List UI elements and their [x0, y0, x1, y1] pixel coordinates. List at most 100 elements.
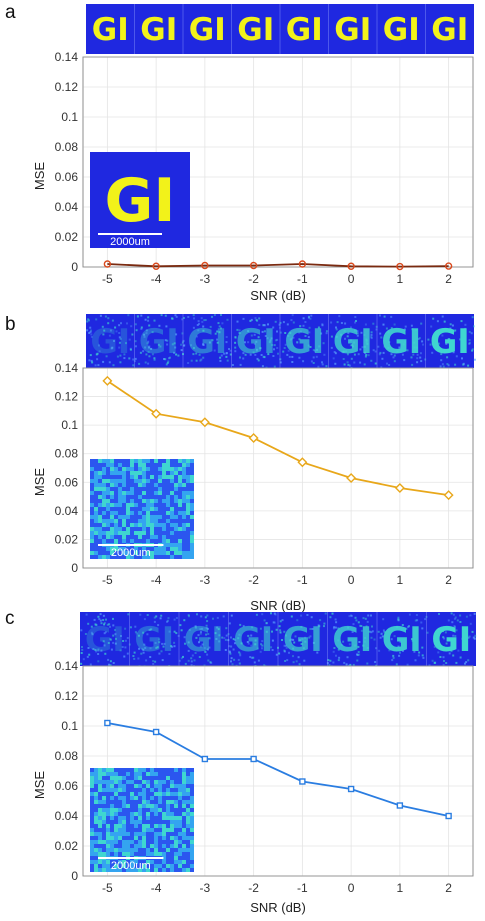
- noise-pixel: [195, 352, 198, 355]
- inset-pixel: [186, 511, 190, 515]
- inset-pixel: [126, 828, 130, 832]
- inset-pixel: [174, 852, 178, 856]
- inset-pixel: [126, 475, 130, 479]
- inset-pixel: [154, 471, 158, 475]
- inset-pixel: [158, 832, 162, 836]
- inset-pixel: [106, 828, 110, 832]
- noise-pixel: [93, 618, 96, 621]
- inset-pixel: [102, 535, 106, 539]
- noise-pixel: [292, 321, 295, 324]
- inset-pixel: [162, 535, 166, 539]
- noise-pixel: [292, 661, 295, 664]
- inset-pixel: [138, 772, 142, 776]
- inset-pixel: [150, 784, 154, 788]
- strip-gi-text: GI: [284, 322, 324, 361]
- noise-pixel: [367, 614, 370, 617]
- inset-pixel: [138, 840, 142, 844]
- noise-pixel: [109, 638, 112, 640]
- strip-gi-text: GI: [334, 12, 371, 48]
- inset-pixel: [190, 780, 194, 784]
- inset-pixel: [178, 780, 182, 784]
- inset-pixel: [134, 467, 138, 471]
- noise-pixel: [230, 660, 232, 663]
- noise-pixel: [109, 329, 112, 332]
- noise-pixel: [334, 626, 337, 629]
- noise-pixel: [454, 329, 457, 332]
- noise-pixel: [349, 339, 352, 342]
- inset-pixel: [174, 499, 178, 503]
- noise-pixel: [398, 346, 401, 349]
- noise-pixel: [226, 359, 229, 362]
- inset-pixel: [118, 467, 122, 471]
- inset-pixel: [130, 499, 134, 503]
- inset-pixel: [126, 555, 130, 559]
- inset-pixel: [170, 828, 174, 832]
- inset-pixel: [142, 519, 146, 523]
- inset-pixel: [166, 860, 170, 864]
- panel-c: cGI GI GI GI GI GI GI GI00.020.040.060.080.10.1…: [5, 608, 477, 915]
- inset-pixel: [114, 523, 118, 527]
- noise-pixel: [115, 637, 117, 640]
- noise-pixel: [307, 344, 310, 347]
- inset-pixel: [146, 796, 150, 800]
- inset-pixel: [102, 800, 106, 804]
- inset-pixel: [182, 495, 186, 499]
- noise-pixel: [325, 330, 328, 333]
- inset-pixel: [174, 848, 178, 852]
- noise-pixel: [89, 354, 92, 357]
- inset-pixel: [118, 864, 122, 868]
- noise-pixel: [315, 355, 318, 358]
- inset-pixel: [118, 551, 122, 555]
- inset-pixel: [146, 499, 150, 503]
- inset-pixel: [90, 804, 94, 808]
- noise-pixel: [378, 353, 381, 356]
- noise-pixel: [261, 647, 263, 650]
- inset-pixel: [166, 495, 170, 499]
- noise-pixel: [378, 649, 381, 652]
- noise-pixel: [454, 616, 457, 619]
- noise-pixel: [88, 359, 91, 362]
- inset-pixel: [190, 820, 194, 824]
- noise-pixel: [422, 343, 424, 346]
- noise-pixel: [275, 628, 278, 631]
- noise-pixel: [137, 657, 140, 660]
- x-tick-label: -2: [248, 272, 259, 286]
- noise-pixel: [274, 613, 277, 616]
- inset-pixel: [138, 768, 142, 772]
- noise-pixel: [204, 651, 207, 653]
- noise-pixel: [372, 322, 375, 325]
- inset-pixel: [182, 784, 186, 788]
- inset-pixel: [146, 840, 150, 844]
- noise-pixel: [169, 356, 171, 359]
- noise-pixel: [421, 654, 424, 657]
- inset-pixel: [190, 852, 194, 856]
- noise-pixel: [436, 632, 439, 635]
- inset-pixel: [126, 840, 130, 844]
- noise-pixel: [112, 364, 115, 367]
- inset-pixel: [182, 503, 186, 507]
- noise-pixel: [288, 355, 291, 358]
- panel-label: c: [5, 608, 15, 629]
- inset-pixel: [170, 459, 174, 463]
- inset-pixel: [158, 864, 162, 868]
- inset-pixel: [114, 503, 118, 507]
- y-tick-label: 0.02: [55, 839, 79, 853]
- noise-pixel: [225, 341, 228, 344]
- inset-pixel: [94, 792, 98, 796]
- noise-pixel: [352, 623, 355, 626]
- noise-pixel: [266, 337, 269, 340]
- inset-pixel: [158, 459, 162, 463]
- noise-pixel: [200, 615, 203, 618]
- noise-pixel: [364, 323, 367, 326]
- noise-pixel: [285, 644, 287, 647]
- inset-pixel: [154, 519, 158, 523]
- inset-pixel: [142, 463, 146, 467]
- inset-pixel: [146, 820, 150, 824]
- noise-pixel: [114, 326, 117, 329]
- noise-pixel: [82, 658, 85, 661]
- inset-pixel: [90, 463, 94, 467]
- noise-pixel: [382, 618, 385, 621]
- noise-pixel: [472, 636, 475, 639]
- x-tick-label: 2: [445, 272, 452, 286]
